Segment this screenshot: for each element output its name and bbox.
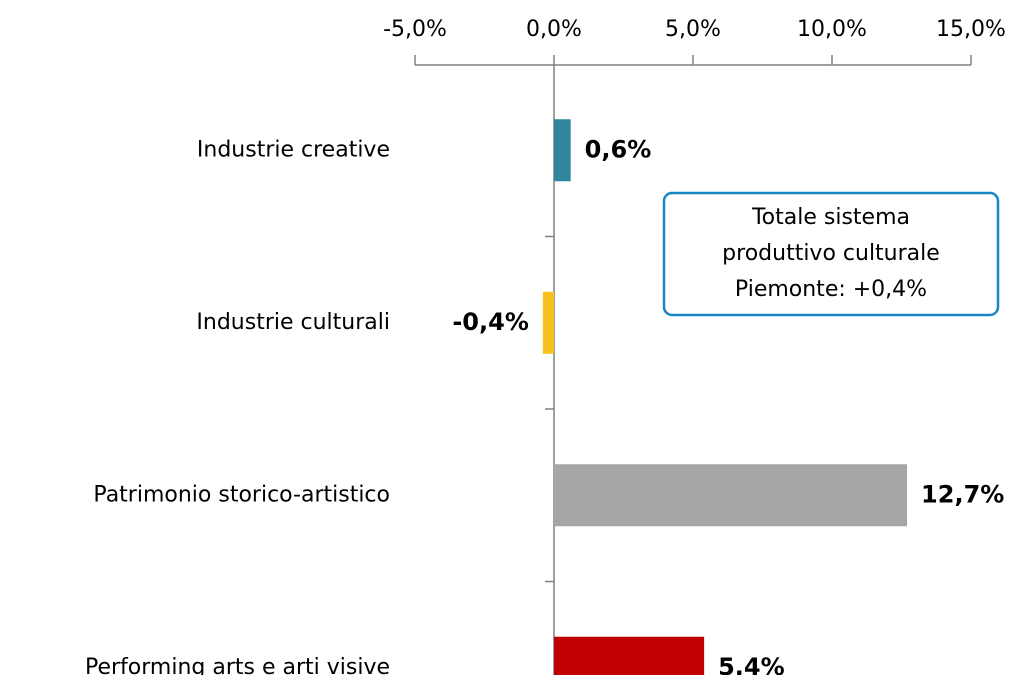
bar — [554, 464, 908, 527]
value-label: 12,7% — [921, 480, 1004, 508]
category-label: Performing arts e arti visive — [85, 655, 390, 675]
bar — [554, 636, 705, 675]
value-label: 5,4% — [718, 653, 785, 675]
value-label: -0,4% — [452, 308, 529, 336]
annotation-text: produttivo culturale — [722, 241, 940, 266]
bar — [554, 119, 571, 182]
category-label: Industrie culturali — [196, 310, 390, 335]
x-tick-label: 0,0% — [526, 17, 582, 42]
x-tick-label: 10,0% — [797, 17, 867, 42]
value-label: 0,6% — [585, 135, 652, 163]
category-label: Patrimonio storico-artistico — [93, 482, 390, 507]
bar — [542, 291, 554, 354]
x-tick-label: -5,0% — [383, 17, 447, 42]
x-tick-label: 15,0% — [936, 17, 1006, 42]
x-tick-label: 5,0% — [665, 17, 721, 42]
annotation-text: Piemonte: +0,4% — [735, 277, 927, 302]
annotation-text: Totale sistema — [751, 205, 910, 230]
annotation-box — [662, 191, 1000, 317]
category-label: Industrie creative — [197, 137, 390, 162]
